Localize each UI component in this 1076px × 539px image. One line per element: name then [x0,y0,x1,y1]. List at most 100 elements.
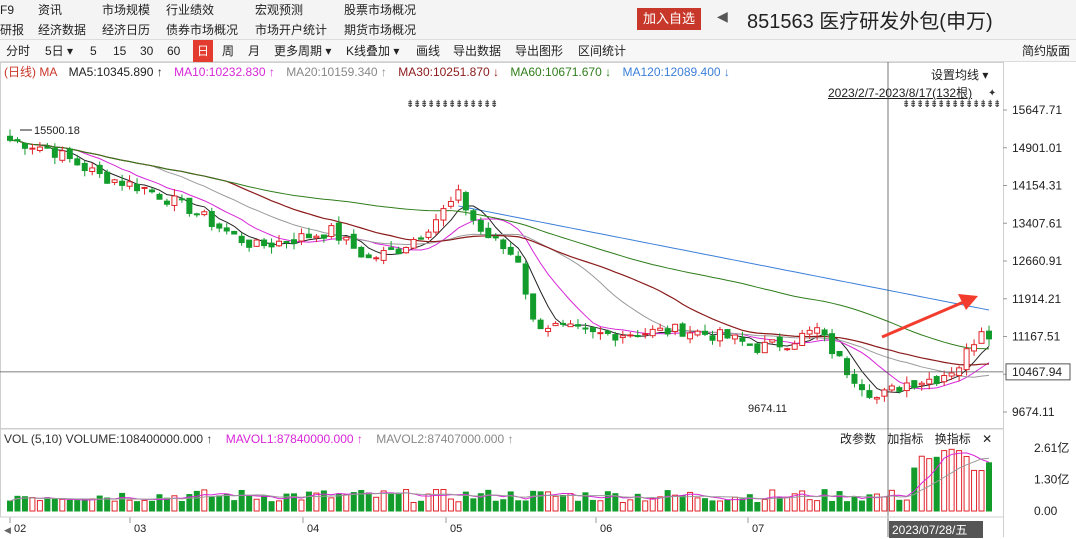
menu-item-news[interactable]: 资讯 [38,3,63,17]
volume-bar [343,494,350,512]
candle-body [380,250,387,261]
menu-col-5: 股票市场概况 期货市场概况 [344,0,416,40]
menu-item-research[interactable]: 研报 [0,23,25,37]
candle-body [858,384,865,391]
price-tick-label: 13407.61 [1012,216,1062,230]
range-marker: ⇟ [455,99,463,110]
tab-weekly[interactable]: 周 [222,44,235,58]
tab-5day[interactable]: 5日 ▾ [45,44,74,58]
candle-body [141,186,148,189]
volume-bar [111,500,118,512]
tab-intraday[interactable]: 分时 [6,44,31,58]
volume-bar [395,492,402,512]
draw-line-button[interactable]: 画线 [416,44,441,58]
scroll-left-icon[interactable]: ◀ [4,526,11,536]
more-periods-dropdown[interactable]: 更多周期 ▾ [274,44,332,58]
candle-body [238,235,245,244]
volume-bar [642,500,649,512]
month-label: 02 [14,523,26,535]
candle-body [29,147,36,150]
volume-bar [724,499,731,512]
menu-item-f9[interactable]: F9 [0,3,15,17]
change-indicator-button[interactable]: 换指标 [934,432,971,446]
tab-30min[interactable]: 30 [140,44,154,58]
candle-body [739,337,746,342]
volume-bar [896,499,903,512]
candle-body [560,322,567,325]
price-tick-label: 9674.11 [1012,405,1055,419]
candle-body [14,139,21,142]
close-icon[interactable]: ✕ [982,432,993,446]
candle-body [343,236,350,241]
edit-params-button[interactable]: 改参数 [840,432,877,446]
candle-body [851,373,858,384]
tab-daily[interactable]: 日 [193,40,214,62]
volume-bar [462,491,469,512]
volume-bar [238,489,245,512]
menu-item-stock-market[interactable]: 股票市场概况 [344,3,417,17]
mavol2-legend: MAVOL2:87407000.000 ↑ [376,432,514,446]
volume-tick-label: 0.00 [1034,504,1058,518]
simple-layout-button[interactable]: 简约版面 [1021,44,1070,58]
candle-body [253,239,260,247]
menu-item-futures-market[interactable]: 期货市场概况 [344,23,417,37]
candle-body [455,189,462,201]
candle-body [66,148,73,160]
candle-body [604,330,611,334]
candle-body [410,238,417,249]
candle-body [784,348,791,351]
range-marker: ⇟ [972,99,980,110]
candle-body [896,387,903,392]
candle-body [978,331,985,344]
candle-body [866,390,873,398]
volume-bar [776,497,783,512]
volume-bar [328,497,335,512]
volume-bar [739,498,746,512]
tab-monthly[interactable]: 月 [248,44,261,58]
candle-body [470,210,477,221]
tab-15min[interactable]: 15 [113,44,127,58]
range-text[interactable]: 2023/2/7-2023/8/17(132根) [828,86,973,100]
kline-chart[interactable]: 15647.71 14901.01 14154.31 13407.61 12660.91… [0,62,1076,539]
ma-settings-button[interactable]: 设置均线 ▾ [931,68,989,82]
range-marker: ⇟ [923,99,931,110]
candle-body [776,336,783,348]
export-image-button[interactable]: 导出图形 [515,44,564,58]
menu-item-account-stats[interactable]: 市场开户统计 [255,23,328,37]
mavol2-line [9,457,990,502]
menu-item-market-size[interactable]: 市场规模 [102,3,151,17]
kline-overlay-dropdown[interactable]: K线叠加 ▾ [346,44,400,58]
menu-item-macro-forecast[interactable]: 宏观预测 [255,3,304,17]
volume-bar [305,491,312,512]
volume-bar [597,500,604,512]
volume-bar [545,491,552,512]
candle-body [507,246,514,255]
volume-bar [530,490,537,512]
export-data-button[interactable]: 导出数据 [453,44,502,58]
ma120-legend: MA120:12089.400 ↓ [622,65,730,79]
back-arrow-icon[interactable]: ◀ [717,8,728,24]
candle-body [986,330,992,340]
add-indicator-button[interactable]: 加指标 [887,432,924,446]
volume-bar [619,502,626,512]
candle-body [761,341,768,354]
menu-item-bond-market[interactable]: 债券市场概况 [166,23,239,37]
candle-body [888,385,895,391]
range-stats-button[interactable]: 区间统计 [578,44,627,58]
tab-5min[interactable]: 5 [90,44,97,58]
volume-bar [104,497,111,512]
add-watchlist-button[interactable]: 加入自选 [637,8,702,30]
candle-body [7,135,13,141]
tab-60min[interactable]: 60 [167,44,181,58]
volume-bar [829,500,836,512]
range-marker: ⇟ [993,99,1001,110]
volume-bar [410,501,417,512]
menu-item-economic-calendar[interactable]: 经济日历 [102,23,151,37]
menu-item-economic-data[interactable]: 经济数据 [38,23,87,37]
menu-item-industry-performance[interactable]: 行业绩效 [166,3,215,17]
mavol1-legend: MAVOL1:87840000.000 ↑ [225,432,363,446]
volume-bar [134,501,141,512]
candle-body [941,375,948,383]
volume-bar [403,489,410,512]
candle-body [201,211,208,216]
